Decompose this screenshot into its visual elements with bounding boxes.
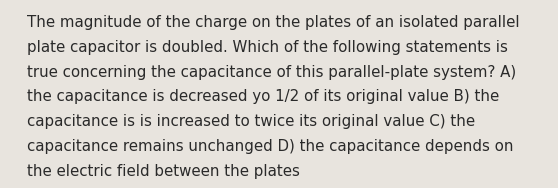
Text: The magnitude of the charge on the plates of an isolated parallel: The magnitude of the charge on the plate… <box>27 15 520 30</box>
Text: plate capacitor is doubled. Which of the following statements is: plate capacitor is doubled. Which of the… <box>27 40 508 55</box>
Text: the electric field between the plates: the electric field between the plates <box>27 164 300 179</box>
Text: capacitance remains unchanged D) the capacitance depends on: capacitance remains unchanged D) the cap… <box>27 139 514 154</box>
Text: true concerning the capacitance of this parallel-plate system? A): true concerning the capacitance of this … <box>27 64 517 80</box>
Text: the capacitance is decreased yo 1/2 of its original value B) the: the capacitance is decreased yo 1/2 of i… <box>27 89 499 104</box>
Text: capacitance is is increased to twice its original value C) the: capacitance is is increased to twice its… <box>27 114 475 129</box>
